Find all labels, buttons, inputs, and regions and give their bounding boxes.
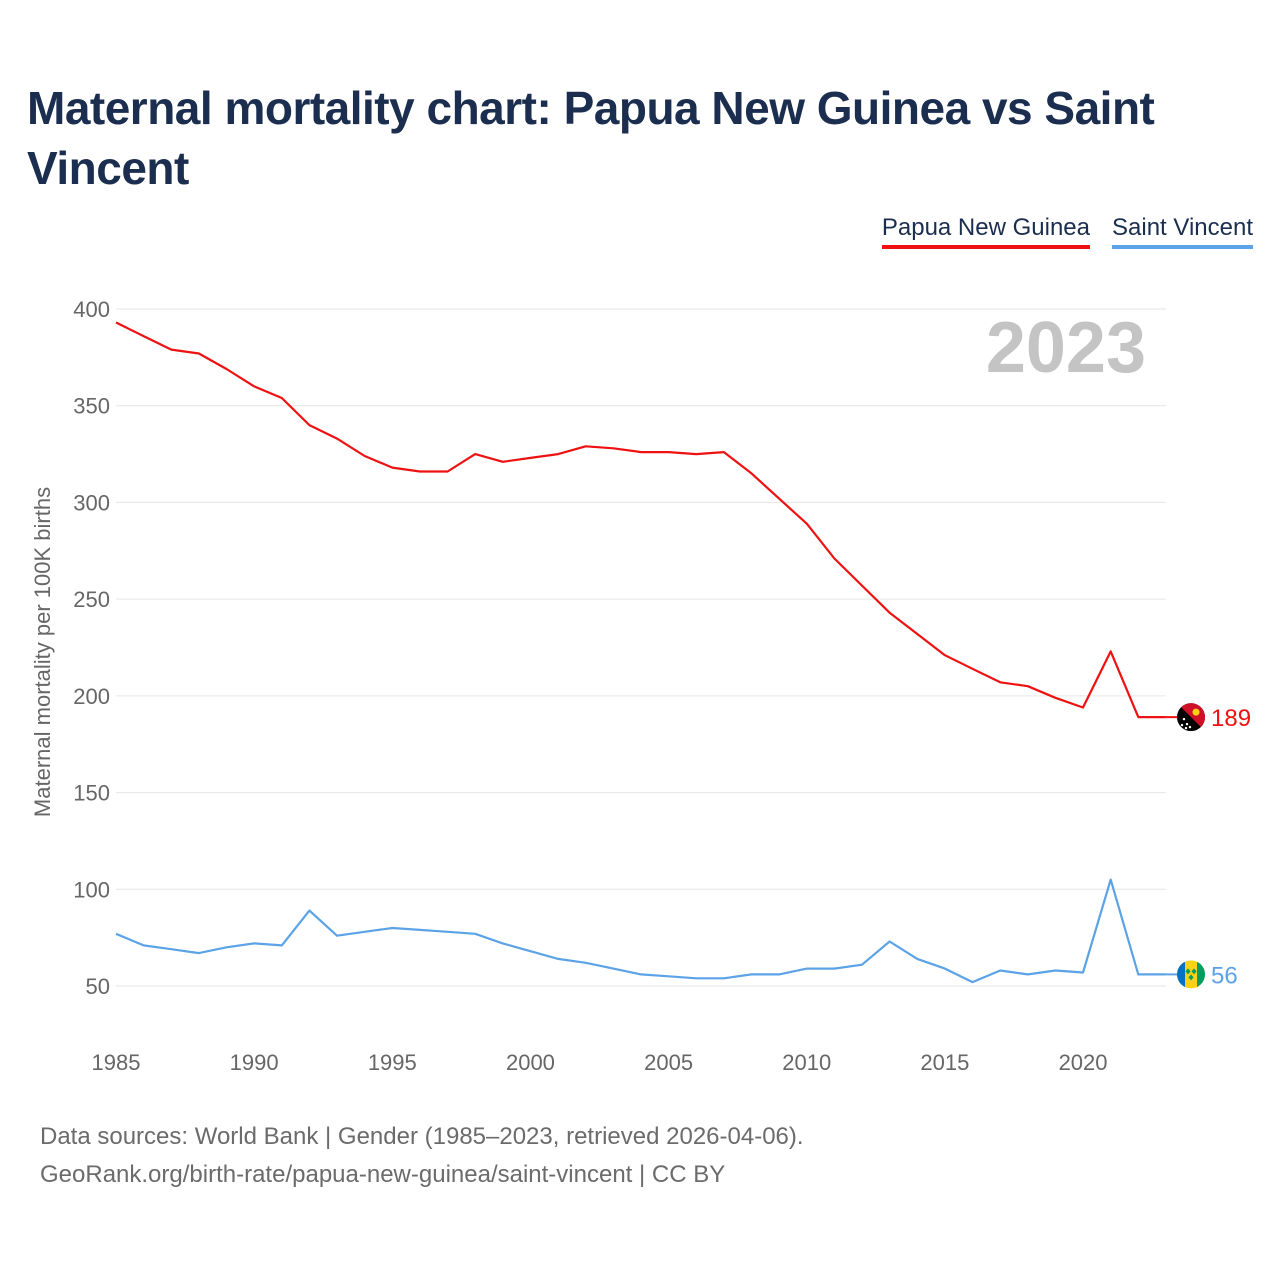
y-tick-label-300: 300 — [73, 490, 110, 515]
y-axis-label: Maternal mortality per 100K births — [30, 487, 55, 817]
x-tick-label-2015: 2015 — [920, 1050, 969, 1075]
legend: Papua New Guinea Saint Vincent — [881, 214, 1253, 249]
y-tick-label-400: 400 — [73, 297, 110, 322]
y-tick-label-100: 100 — [73, 877, 110, 902]
grid-lines — [116, 308, 1166, 987]
x-tick-label-1990: 1990 — [230, 1050, 279, 1075]
source-line-2: GeoRank.org/birth-rate/papua-new-guinea/… — [40, 1161, 726, 1188]
chart-title: Maternal mortality chart: Papua New Guin… — [27, 82, 1155, 194]
series-line-papua-new-guinea — [115, 321, 1166, 719]
y-tick-label-250: 250 — [73, 587, 110, 612]
legend-item-saint-vincent[interactable]: Saint Vincent — [1112, 214, 1253, 249]
saint-vincent-flag-icon — [1177, 960, 1205, 989]
x-axis-ticks: 1985 1990 1995 2000 2005 2010 2015 2020 — [92, 1050, 1108, 1075]
x-tick-label-2000: 2000 — [506, 1050, 555, 1075]
legend-item-papua-new-guinea[interactable]: Papua New Guinea — [881, 214, 1090, 249]
x-tick-label-1985: 1985 — [92, 1050, 141, 1075]
end-value-label-papua-new-guinea: 189 — [1211, 705, 1251, 732]
series-lines — [115, 321, 1166, 984]
x-tick-label-2005: 2005 — [644, 1050, 693, 1075]
y-axis-ticks: 50 100 150 200 250 300 350 400 — [73, 297, 110, 999]
year-watermark: 2023 — [986, 308, 1146, 388]
x-tick-label-2020: 2020 — [1059, 1050, 1108, 1075]
source-line-1: Data sources: World Bank | Gender (1985–… — [40, 1123, 804, 1150]
y-tick-label-150: 150 — [73, 781, 110, 806]
y-tick-label-50: 50 — [86, 974, 110, 999]
y-tick-label-350: 350 — [73, 394, 110, 419]
series-end-markers: 189 56 — [1165, 703, 1251, 989]
papua-new-guinea-flag-icon — [1177, 703, 1205, 732]
x-tick-label-1995: 1995 — [368, 1050, 417, 1075]
source-note: Data sources: World Bank | Gender (1985–… — [40, 1118, 804, 1194]
x-tick-label-2010: 2010 — [782, 1050, 831, 1075]
series-line-saint-vincent — [115, 878, 1166, 984]
end-value-label-saint-vincent: 56 — [1211, 962, 1238, 989]
y-tick-label-200: 200 — [73, 684, 110, 709]
